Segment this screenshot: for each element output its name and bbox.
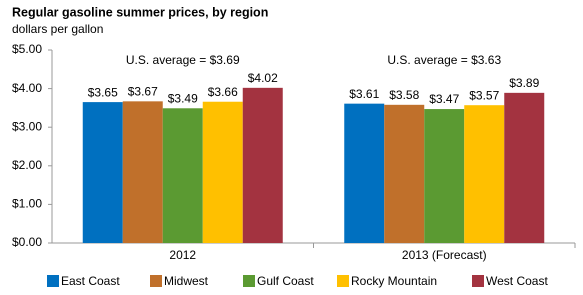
legend-swatch — [337, 275, 349, 287]
bar — [202, 101, 243, 243]
x-tick-label: 2013 (Forecast) — [402, 248, 487, 262]
value-label: $3.89 — [509, 76, 539, 90]
chart-subtitle: dollars per gallon — [12, 22, 103, 36]
legend-swatch — [243, 275, 255, 287]
bar — [82, 102, 123, 243]
y-tick-label: $1.00 — [12, 197, 42, 211]
value-label: $3.66 — [208, 85, 238, 99]
y-tick-label: $4.00 — [12, 81, 42, 95]
bar — [162, 108, 203, 243]
value-label: $3.67 — [128, 85, 158, 99]
legend-label: Gulf Coast — [257, 274, 314, 288]
y-tick-label: $5.00 — [12, 42, 42, 56]
bar — [384, 104, 425, 243]
bar — [242, 87, 283, 243]
legend-swatch — [47, 275, 59, 287]
value-label: $3.49 — [168, 91, 198, 105]
y-tick-label: $2.00 — [12, 158, 42, 172]
legend-swatch — [472, 275, 484, 287]
bar — [504, 92, 545, 243]
annotation: U.S. average = $3.63 — [387, 53, 501, 67]
value-label: $3.58 — [389, 88, 419, 102]
y-tick-label: $0.00 — [12, 235, 42, 249]
annotation: U.S. average = $3.69 — [126, 53, 240, 67]
value-label: $4.02 — [248, 71, 278, 85]
value-label: $3.57 — [469, 88, 499, 102]
y-tick-label: $3.00 — [12, 119, 42, 133]
legend-label: East Coast — [61, 274, 120, 288]
value-label: $3.47 — [429, 92, 459, 106]
bar — [344, 103, 385, 244]
legend-label: Rocky Mountain — [351, 274, 437, 288]
bar — [464, 105, 505, 243]
value-label: $3.61 — [349, 87, 379, 101]
value-label: $3.65 — [88, 85, 118, 99]
bar — [424, 109, 465, 243]
legend-label: Midwest — [164, 274, 209, 288]
legend-swatch — [150, 275, 162, 287]
bar — [122, 101, 163, 243]
x-tick-label: 2012 — [169, 248, 196, 262]
legend-label: West Coast — [486, 274, 548, 288]
chart-title: Regular gasoline summer prices, by regio… — [12, 5, 268, 19]
